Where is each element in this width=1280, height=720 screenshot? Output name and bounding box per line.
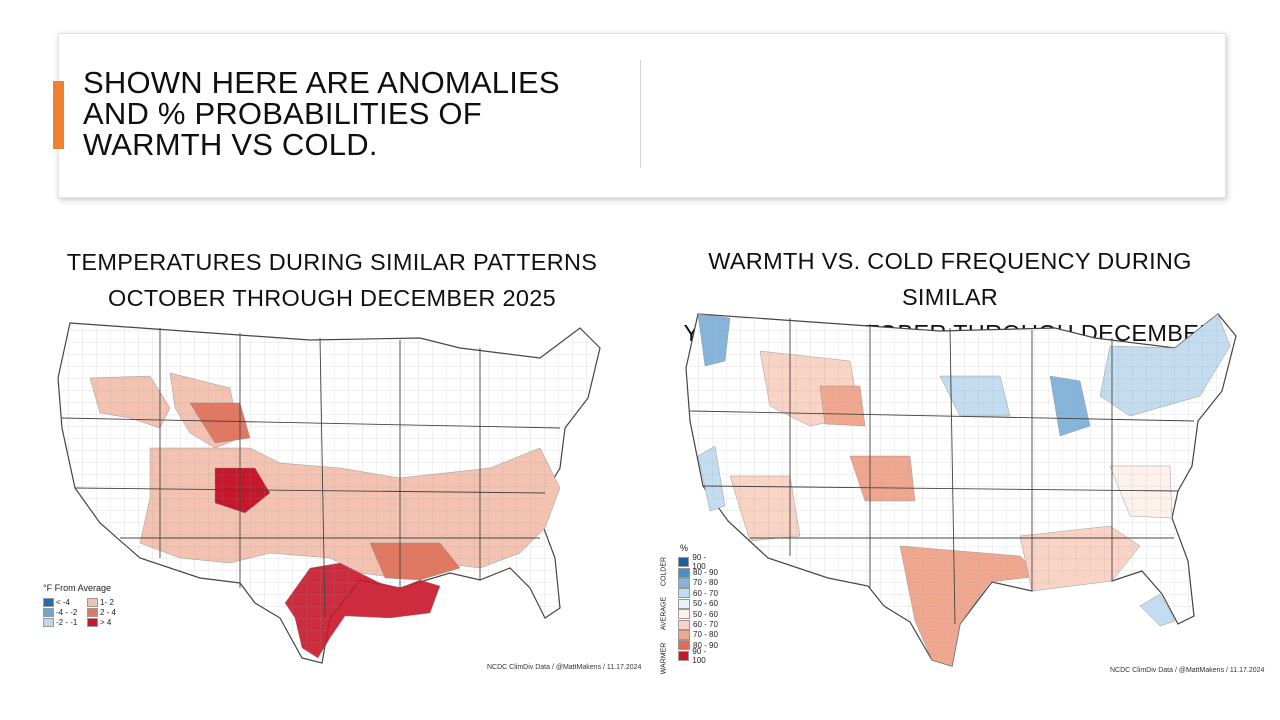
legend-label: 70 - 80 xyxy=(693,630,718,640)
legend-item: < -4 xyxy=(43,598,87,607)
legend-label: 70 - 80 xyxy=(693,578,718,588)
legend-swatch xyxy=(87,618,98,627)
left-map-heading: TEMPERATURES DURING SIMILAR PATTERNS OCT… xyxy=(40,244,624,316)
us-map-left xyxy=(57,322,601,664)
us-map-right xyxy=(685,313,1237,667)
anomaly-legend: °F From Average < -4 1- 2 -4 - -2 2 - 4 … xyxy=(43,583,133,627)
legend-label: 60 - 70 xyxy=(693,588,718,598)
legend-swatch xyxy=(678,619,690,630)
legend-label-average: AVERAGE xyxy=(660,596,668,631)
right-map-credit: NCDC ClimDiv Data / @MattMakens / 11.17.… xyxy=(1110,667,1265,674)
legend-label: 1- 2 xyxy=(100,598,114,607)
legend-swatch xyxy=(43,618,54,627)
legend-swatch xyxy=(678,598,690,609)
legend-label: -2 - -1 xyxy=(56,618,78,627)
legend-swatch xyxy=(87,608,98,617)
title-card: SHOWN HERE ARE ANOMALIES AND % PROBABILI… xyxy=(53,33,1226,198)
legend-label: 80 - 90 xyxy=(693,640,718,650)
legend-label: 80 - 90 xyxy=(693,568,718,578)
legend-swatch xyxy=(678,577,690,588)
legend-swatch xyxy=(678,650,690,661)
legend-swatch xyxy=(43,608,54,617)
legend-swatch xyxy=(678,588,690,599)
left-heading-line2: OCTOBER THROUGH DECEMBER 2025 xyxy=(108,285,556,311)
legend-label: 50 - 60 xyxy=(693,609,718,619)
legend-item: -2 - -1 xyxy=(43,618,87,627)
left-heading-line1: TEMPERATURES DURING SIMILAR PATTERNS xyxy=(66,249,598,275)
legend-label-warmer: WARMER xyxy=(660,642,668,675)
legend-label-colder: COLDER xyxy=(660,556,668,587)
legend-swatch xyxy=(87,598,98,607)
legend-item: 50 - 60 xyxy=(678,598,720,609)
title-divider xyxy=(640,60,641,168)
legend-item: > 4 xyxy=(87,618,131,627)
legend-unit: % xyxy=(680,543,689,553)
legend-item: 80 - 90 xyxy=(678,640,720,651)
legend-swatch xyxy=(678,567,690,578)
legend-label: -4 - -2 xyxy=(56,608,78,617)
frequency-map xyxy=(670,306,1245,676)
legend-item: 70 - 80 xyxy=(678,577,720,588)
legend-label: 90 - 100 xyxy=(692,646,707,665)
legend-swatch xyxy=(678,609,690,620)
legend-swatch xyxy=(678,629,690,640)
temperature-anomaly-map xyxy=(40,318,612,670)
accent-bar xyxy=(53,81,64,149)
left-map-credit: NCDC ClimDiv Data / @MattMakens / 11.17.… xyxy=(487,664,642,671)
legend-label: < -4 xyxy=(56,598,71,607)
legend-label: 60 - 70 xyxy=(693,620,718,630)
legend-item: 1- 2 xyxy=(87,598,131,607)
right-heading-line1: WARMTH VS. COLD FREQUENCY DURING SIMILAR xyxy=(708,248,1192,310)
legend-item: 90 - 100 xyxy=(678,553,720,571)
legend-label: 2 - 4 xyxy=(100,608,117,617)
legend-swatch xyxy=(43,598,54,607)
legend-swatch xyxy=(678,640,690,651)
legend-label: 90 - 100 xyxy=(692,553,707,572)
legend-item: 50 - 60 xyxy=(678,609,720,620)
slide-title: SHOWN HERE ARE ANOMALIES AND % PROBABILI… xyxy=(83,65,560,162)
legend-item: 90 - 100 xyxy=(678,647,720,665)
frequency-legend: % COLDER AVERAGE WARMER 90 - 100 80 - 90… xyxy=(650,543,720,678)
legend-item: 2 - 4 xyxy=(87,608,131,617)
legend-swatch xyxy=(678,557,690,568)
legend-label: 50 - 60 xyxy=(693,599,718,609)
legend-title: °F From Average xyxy=(43,583,111,593)
legend-item: 80 - 90 xyxy=(678,567,720,578)
legend-item: 60 - 70 xyxy=(678,619,720,630)
legend-item: 70 - 80 xyxy=(678,629,720,640)
legend-label: > 4 xyxy=(100,618,112,627)
legend-item: -4 - -2 xyxy=(43,608,87,617)
legend-item: 60 - 70 xyxy=(678,588,720,599)
